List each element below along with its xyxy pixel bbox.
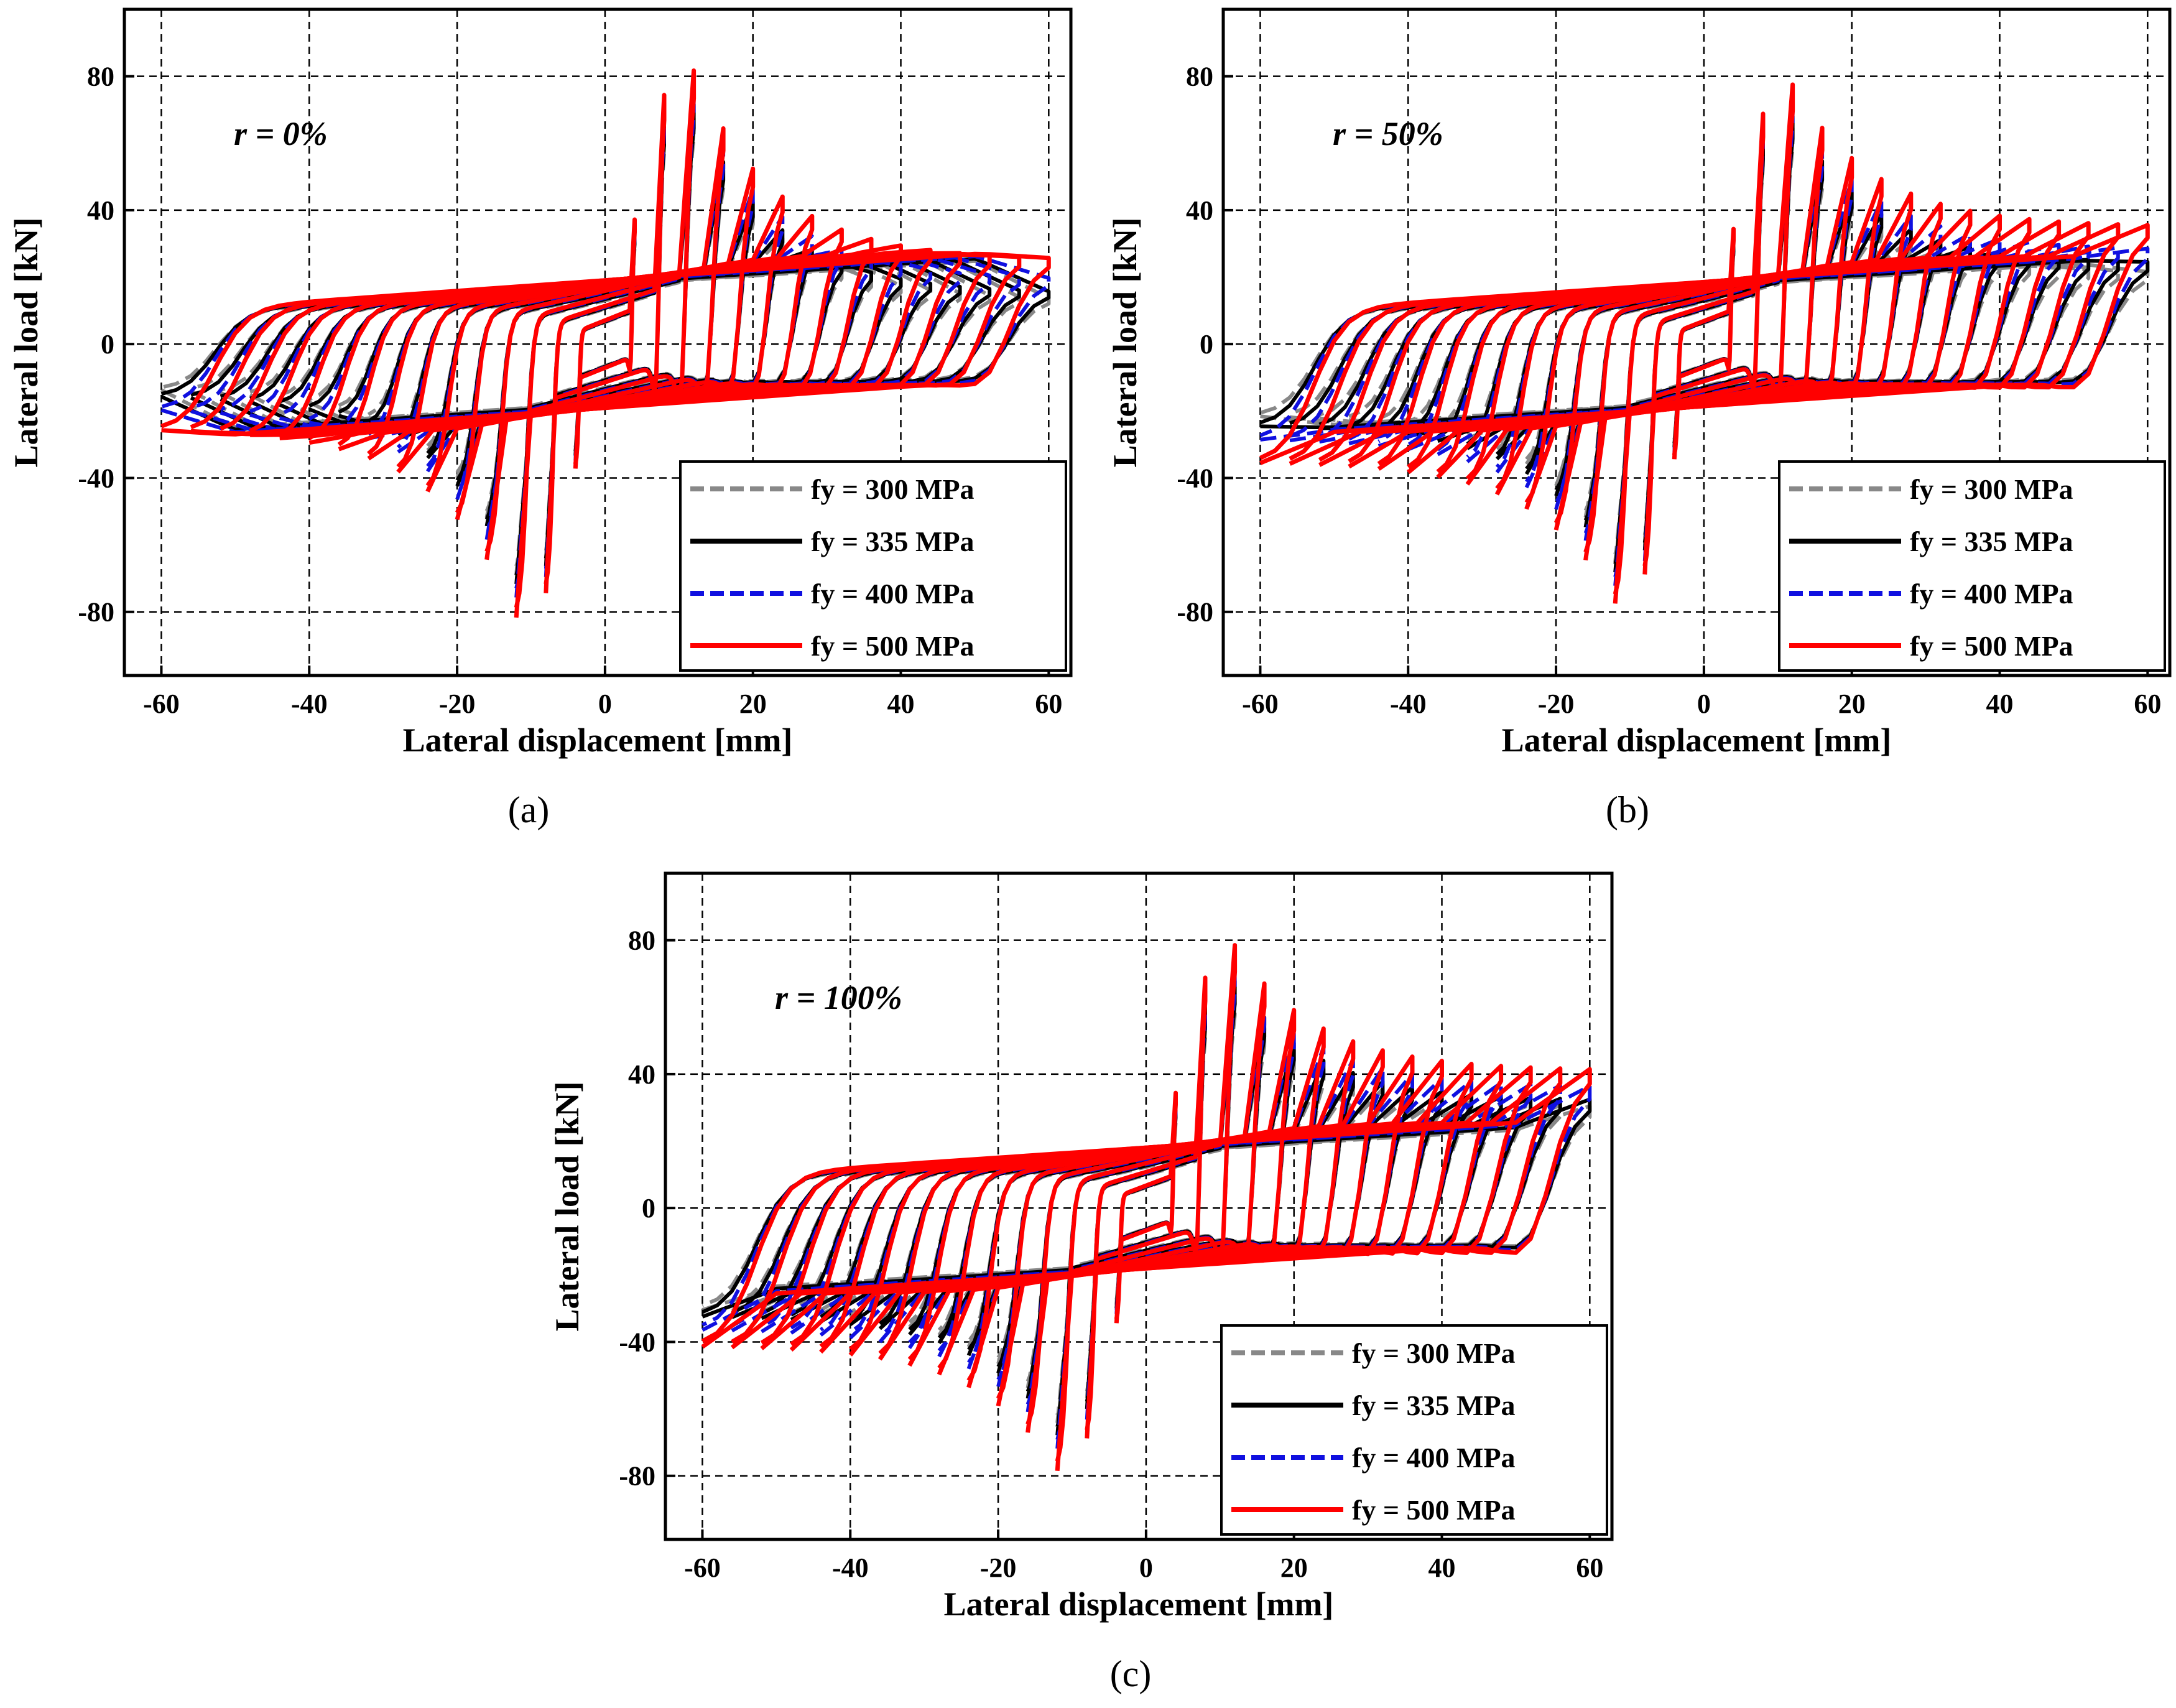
x-tick-label: 20 (739, 689, 767, 719)
hysteresis-loop (1055, 991, 1237, 1423)
panel-label-a: (a) (508, 789, 550, 830)
chart-panel-0: -60 -40 -20 0 20 40 60 -80 -40 0 40 80 Lateral displ… (7, 7, 1073, 759)
x-tick-label: -20 (1538, 689, 1575, 719)
y-tick-label: -80 (1177, 597, 1213, 628)
ratio-annotation: r = 50% (1333, 115, 1443, 152)
hysteresis-loop (1613, 82, 1795, 604)
x-tick-label: -60 (1242, 689, 1279, 719)
legend-label: fy = 300 MPa (811, 473, 975, 505)
hysteresis-loop (1259, 223, 2150, 465)
x-axis-title: Lateral displacement [mm] (403, 722, 793, 759)
y-tick-label: -80 (78, 597, 114, 628)
plot-frame (664, 871, 1614, 1541)
plot-area (701, 943, 1592, 1472)
hysteresis-loop (1085, 975, 1208, 1439)
y-axis-title: Lateral load [kN] (549, 1082, 586, 1332)
legend-label: fy = 500 MPa (1910, 630, 2073, 662)
legend-label: fy = 500 MPa (1352, 1494, 1516, 1526)
hysteresis-loop (514, 111, 696, 575)
series-3 (160, 68, 1051, 618)
y-axis-title: Lateral load [kN] (7, 218, 45, 468)
x-tick-label: 60 (2134, 689, 2161, 719)
y-tick-label: 40 (87, 195, 114, 226)
x-tick-label: -40 (1390, 689, 1427, 719)
hysteresis-loop (160, 251, 1051, 437)
hysteresis-loop (966, 1045, 1326, 1370)
series-3 (701, 943, 1592, 1472)
y-axis-title: Lateral load [kN] (1106, 218, 1144, 468)
panel-label-c: (c) (1110, 1653, 1152, 1694)
ratio-annotation: r = 100% (775, 979, 902, 1016)
y-tick-label: 80 (628, 926, 655, 956)
x-tick-label: -20 (439, 689, 476, 719)
hysteresis-loop (573, 217, 637, 469)
y-tick-label: -40 (78, 463, 114, 493)
hysteresis-loop (544, 93, 667, 593)
legend-label: fy = 400 MPa (811, 578, 975, 610)
x-tick-label: 20 (1280, 1553, 1308, 1583)
x-tick-label: 40 (887, 689, 915, 719)
x-tick-label: 60 (1035, 689, 1062, 719)
hysteresis-loop (160, 259, 1051, 429)
x-tick-label: -40 (291, 689, 328, 719)
plot-area (160, 68, 1051, 618)
x-axis-title: Lateral displacement [mm] (1502, 722, 1892, 759)
x-tick-label: 40 (1986, 689, 2014, 719)
hysteresis-loop (1524, 198, 1884, 489)
x-tick-label: 60 (1576, 1553, 1603, 1583)
y-tick-label: -40 (1177, 463, 1213, 493)
legend-box (1220, 1324, 1608, 1536)
hysteresis-loop (514, 68, 697, 618)
plot-frame (1221, 7, 2172, 677)
legend-label: fy = 335 MPa (1352, 1390, 1516, 1421)
chart-panel-2: -60 -40 -20 0 20 40 60 -80 -40 0 40 80 Lateral displ… (549, 871, 1614, 1623)
y-tick-label: -80 (619, 1461, 655, 1492)
chart-panel-1: -60 -40 -20 0 20 40 60 -80 -40 0 40 80 Lateral displ… (1106, 7, 2172, 759)
legend-label: fy = 500 MPa (811, 630, 975, 662)
legend-box (679, 460, 1067, 672)
hysteresis-loop (1642, 111, 1766, 575)
hysteresis-loop (701, 1067, 1592, 1349)
y-tick-label: 0 (1200, 329, 1213, 360)
legend-label: fy = 335 MPa (1910, 526, 2073, 557)
y-tick-label: 40 (628, 1059, 655, 1090)
y-tick-label: 0 (101, 329, 114, 360)
series-3 (1259, 82, 2150, 604)
y-tick-label: 80 (87, 62, 114, 92)
legend-label: fy = 300 MPa (1910, 473, 2073, 505)
hysteresis-loop (484, 126, 726, 560)
hysteresis-loop (1025, 981, 1267, 1433)
y-tick-label: 80 (1186, 62, 1213, 92)
legend-label: fy = 400 MPa (1910, 578, 2073, 610)
x-tick-label: 20 (1838, 689, 1866, 719)
x-tick-label: -60 (684, 1553, 721, 1583)
y-tick-label: 0 (642, 1193, 655, 1223)
panel-label-b: (b) (1606, 789, 1649, 830)
x-axis-title: Lateral displacement [mm] (944, 1585, 1334, 1623)
legend-label: fy = 400 MPa (1352, 1442, 1516, 1474)
legend-box (1778, 460, 2166, 672)
ratio-annotation: r = 0% (234, 115, 328, 152)
x-tick-label: -60 (143, 689, 180, 719)
x-tick-label: 40 (1428, 1553, 1456, 1583)
x-tick-label: -40 (832, 1553, 869, 1583)
hysteresis-loop (1583, 126, 1825, 561)
legend-label: fy = 300 MPa (1352, 1337, 1516, 1369)
plot-area (1259, 82, 2150, 604)
x-tick-label: 0 (1139, 1553, 1153, 1583)
hysteresis-loop (937, 1057, 1355, 1358)
legend-label: fy = 335 MPa (811, 526, 975, 557)
plot-frame (123, 7, 1073, 677)
hysteresis-loop (1055, 943, 1238, 1472)
y-tick-label: 40 (1186, 195, 1213, 226)
x-tick-label: 0 (598, 689, 612, 719)
hysteresis-loop (1114, 1090, 1178, 1324)
y-tick-label: -40 (619, 1327, 655, 1357)
hysteresis-loop (1672, 226, 1736, 460)
x-tick-label: 0 (1697, 689, 1711, 719)
x-tick-label: -20 (980, 1553, 1017, 1583)
